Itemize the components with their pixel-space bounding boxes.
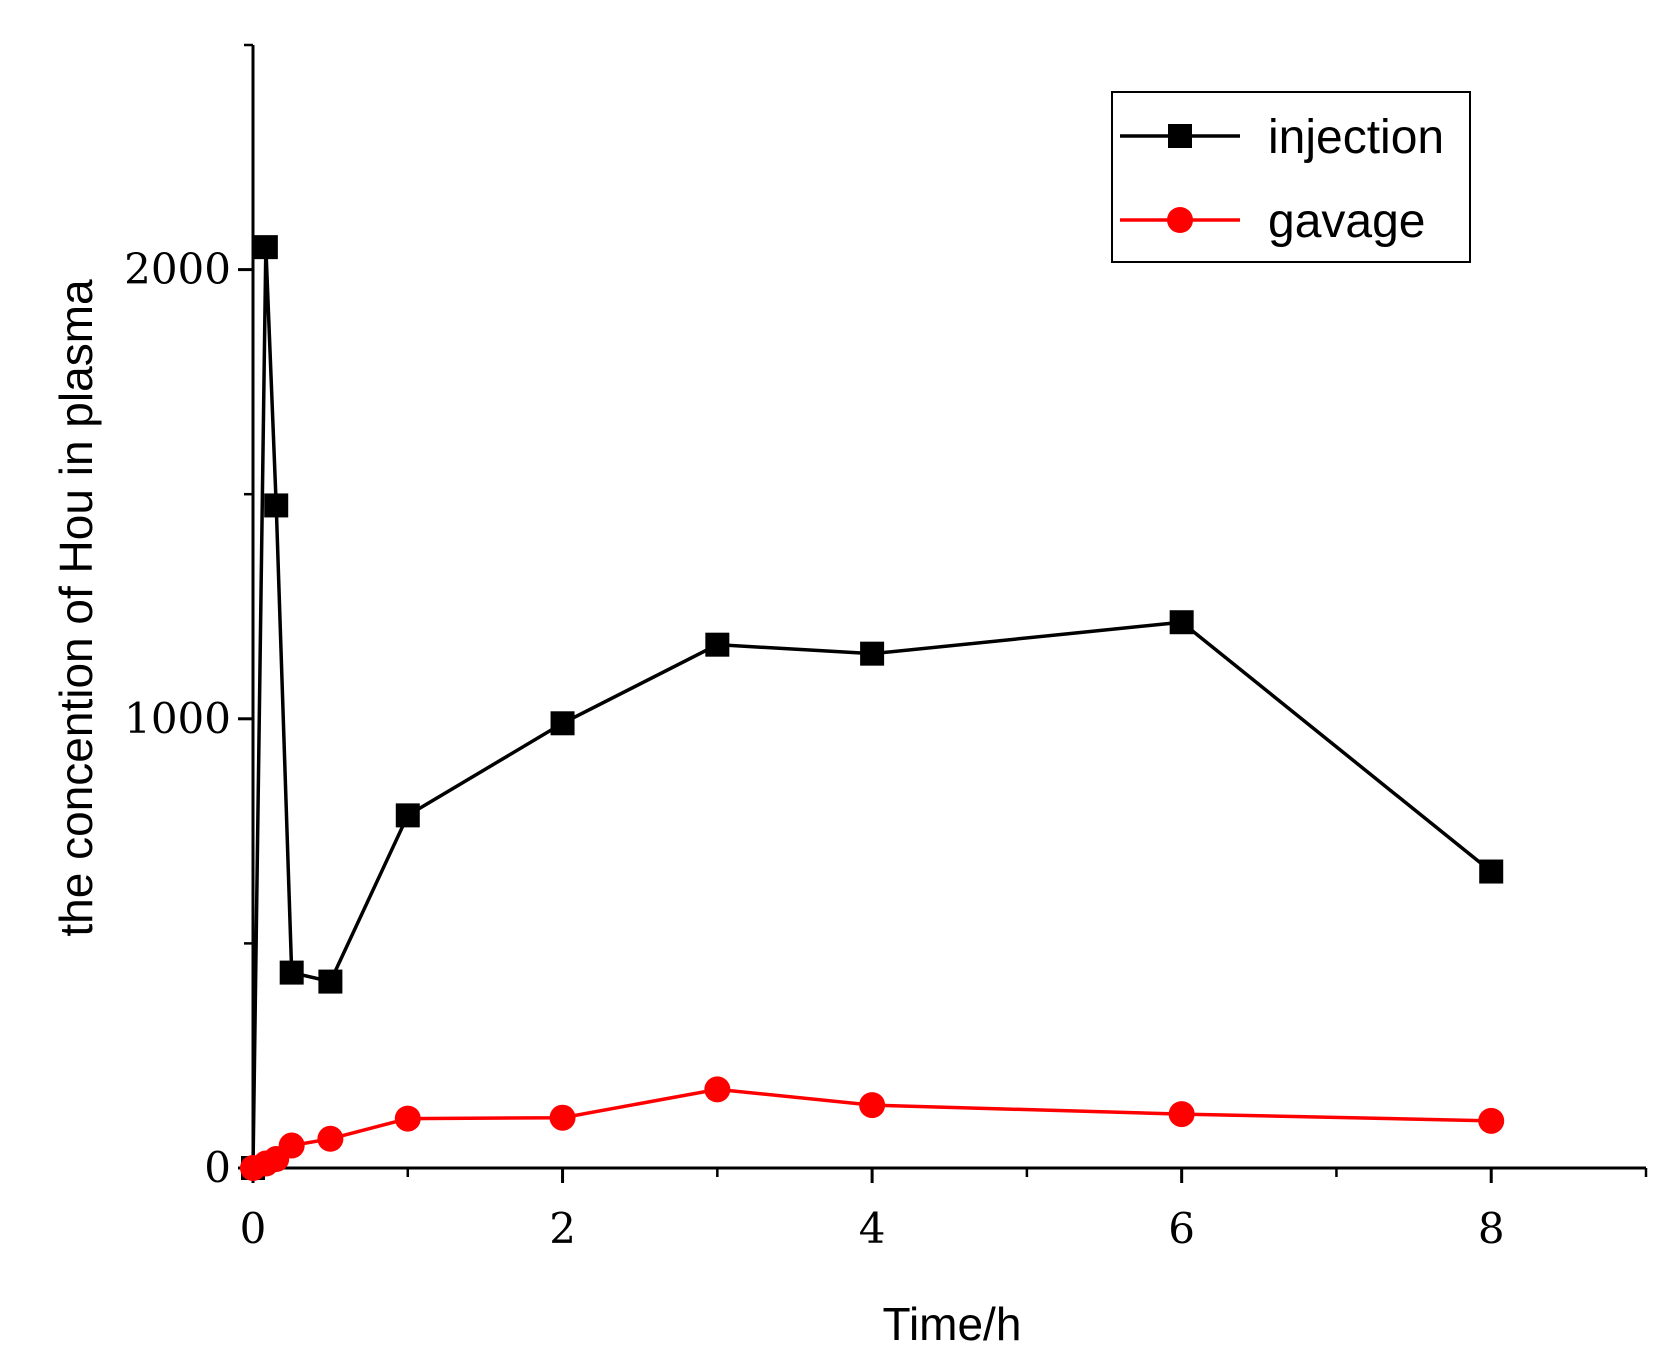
legend-marker [1167,207,1193,233]
data-point-injection [550,711,575,736]
data-point-injection [860,641,885,666]
series-gavage [240,1076,1505,1181]
legend-marker [1168,124,1192,148]
x-tick-label: 6 [1168,1204,1195,1253]
data-point-injection [253,235,278,260]
data-point-injection [395,803,420,828]
data-point-gavage [1478,1107,1505,1134]
x-tick-label: 0 [240,1204,267,1253]
legend-item-injection: injection [1120,111,1444,164]
x-tick-label: 4 [859,1204,886,1253]
data-point-gavage [1168,1101,1195,1128]
data-point-injection [279,960,304,985]
series-line-injection [251,247,1493,1169]
data-point-gavage [278,1132,305,1159]
data-point-gavage [859,1092,886,1119]
data-point-gavage [704,1076,731,1103]
x-axis-title: Time/h [883,1298,1022,1350]
legend: injection gavage [1111,91,1471,263]
legend-box [1111,91,1471,263]
x-tick-label: 2 [549,1204,576,1253]
y-tick-label: 2000 [124,245,231,294]
data-point-injection [705,632,730,657]
y-tick-label: 1000 [124,694,231,743]
data-point-gavage [549,1104,576,1131]
data-point-injection [1169,610,1194,635]
legend-label: injection [1268,111,1444,164]
legend-label: gavage [1268,195,1425,248]
legend-item-gavage: gavage [1120,195,1425,248]
ticks: 0 2 4 6 8 0 1000 2000 [124,43,1648,1253]
axes [251,45,1646,1170]
data-point-injection [264,493,289,518]
y-tick-label: 0 [204,1143,231,1192]
series-injection [241,235,1504,1180]
series-layer [240,235,1505,1181]
data-point-gavage [394,1105,421,1132]
x-tick-label: 8 [1478,1204,1505,1253]
data-point-injection [1479,859,1504,884]
data-point-gavage [317,1125,344,1152]
y-axis-title: the concention of Hou in plasma [50,279,102,937]
data-point-injection [318,969,343,994]
